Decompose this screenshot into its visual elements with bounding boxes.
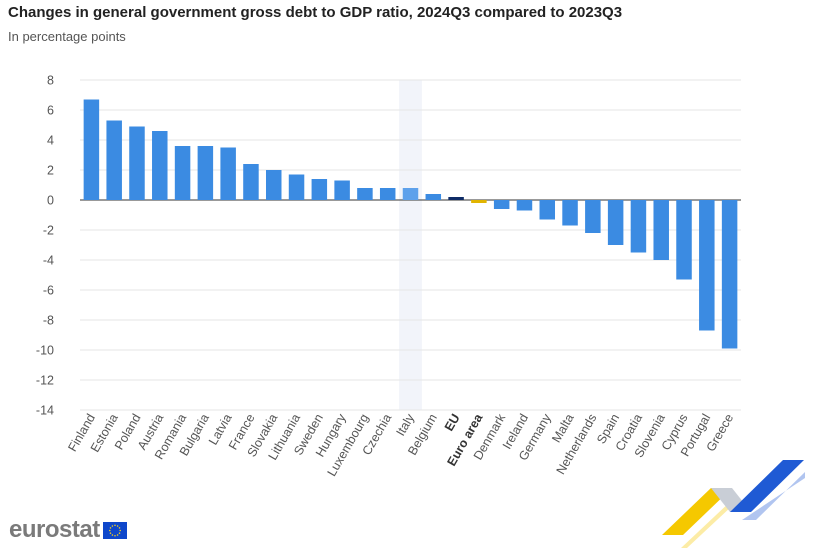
bar-lithuania[interactable] bbox=[288, 174, 305, 201]
bar-denmark[interactable] bbox=[493, 200, 510, 209]
bar-germany[interactable] bbox=[539, 200, 556, 220]
y-tick-label: -12 bbox=[36, 374, 54, 388]
bar-croatia[interactable] bbox=[630, 200, 647, 253]
bar-finland[interactable] bbox=[83, 99, 100, 201]
y-tick-label: -14 bbox=[36, 404, 54, 418]
bar-euro-area[interactable] bbox=[471, 200, 487, 203]
bar-netherlands[interactable] bbox=[585, 200, 601, 233]
bar-luxembourg[interactable] bbox=[357, 188, 373, 200]
bar-ireland[interactable] bbox=[516, 200, 533, 211]
y-tick-label: -8 bbox=[43, 314, 54, 328]
y-tick-label: -4 bbox=[43, 254, 54, 268]
y-tick-label: 8 bbox=[47, 74, 54, 88]
bar-latvia[interactable] bbox=[220, 147, 236, 201]
bar-slovakia[interactable] bbox=[265, 170, 282, 200]
bar-czechia[interactable] bbox=[379, 188, 396, 200]
bar-estonia[interactable] bbox=[106, 120, 122, 201]
y-tick-label: 4 bbox=[47, 134, 54, 148]
x-tick-label: EU bbox=[442, 412, 463, 434]
bar-malta[interactable] bbox=[562, 200, 578, 226]
bar-spain[interactable] bbox=[607, 200, 624, 245]
bar-austria[interactable] bbox=[152, 131, 168, 200]
bar-france[interactable] bbox=[243, 164, 259, 200]
bar-bulgaria[interactable] bbox=[197, 146, 214, 200]
bar-poland[interactable] bbox=[129, 126, 145, 201]
y-tick-label: -2 bbox=[43, 224, 54, 238]
y-tick-label: -10 bbox=[36, 344, 54, 358]
eurostat-ribbon-logo bbox=[662, 460, 805, 548]
eurostat-wordmark: eurostat bbox=[9, 516, 100, 543]
bar-romania[interactable] bbox=[174, 146, 191, 200]
bar-greece[interactable] bbox=[721, 200, 738, 349]
eurostat-logo[interactable]: eurostat bbox=[9, 516, 127, 544]
y-tick-label: 2 bbox=[47, 164, 54, 178]
bar-eu[interactable] bbox=[448, 197, 464, 200]
bar-cyprus[interactable] bbox=[676, 200, 692, 280]
highlight-band bbox=[399, 80, 422, 410]
chart-title: Changes in general government gross debt… bbox=[8, 4, 623, 21]
y-tick-label: -6 bbox=[43, 284, 54, 298]
bar-portugal[interactable] bbox=[699, 200, 715, 331]
y-tick-label: 0 bbox=[47, 194, 54, 208]
eu-flag-icon bbox=[102, 521, 127, 539]
bar-belgium[interactable] bbox=[425, 194, 442, 200]
chart-subtitle: In percentage points bbox=[8, 29, 126, 44]
bar-italy[interactable] bbox=[402, 188, 419, 200]
bar-slovenia[interactable] bbox=[653, 200, 669, 260]
bar-sweden[interactable] bbox=[311, 179, 328, 200]
y-tick-label: 6 bbox=[47, 104, 54, 118]
bar-hungary[interactable] bbox=[334, 180, 350, 201]
